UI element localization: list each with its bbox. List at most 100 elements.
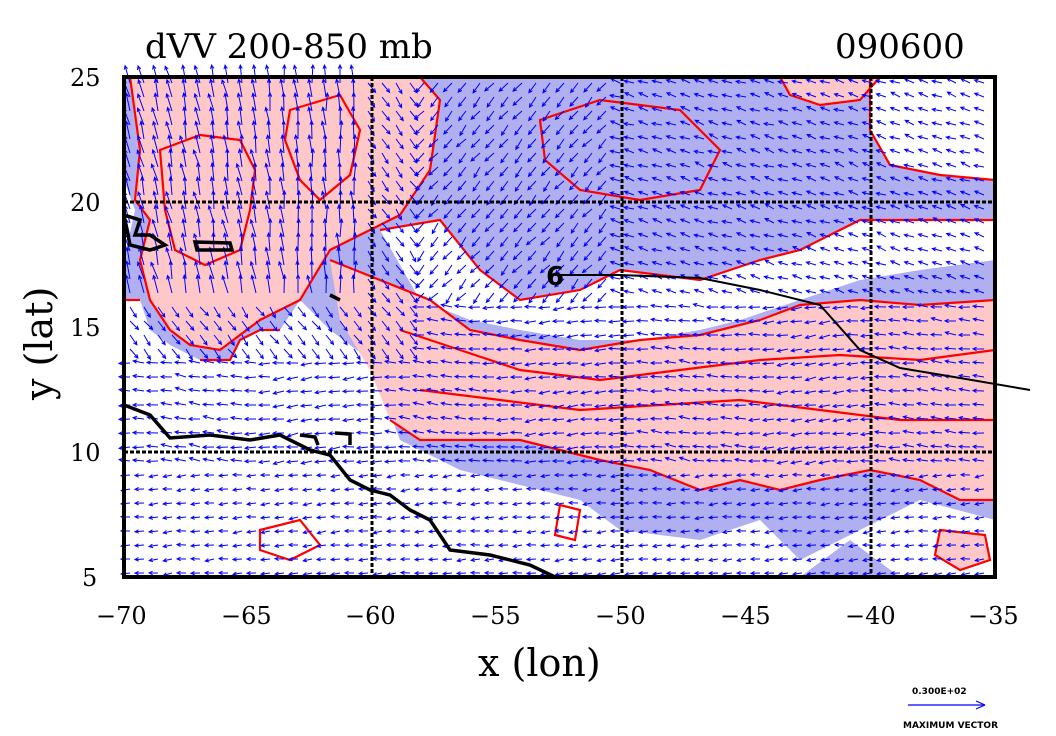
wind-vector [678,358,691,364]
wind-vector [495,360,509,366]
wind-vector [481,305,495,311]
wind-vector [551,417,565,422]
wind-vector [513,278,523,290]
wind-vector [958,387,971,392]
wind-vector [946,91,957,98]
wind-vector [341,444,355,449]
wind-vector [215,402,229,407]
wind-vector [481,430,495,436]
wind-vector [566,404,579,409]
wind-vector [776,446,789,452]
wind-vector [721,274,733,280]
wind-vector [555,82,565,93]
wind-vector [747,445,761,450]
wind-vector [749,246,761,252]
wind-vector [321,176,327,196]
wind-vector [470,516,481,521]
wind-vector [733,374,747,380]
wind-vector [663,304,677,309]
wind-vector [395,82,403,95]
wind-vector [750,502,761,507]
wind-vector [279,148,285,168]
wind-vector [847,78,859,84]
wind-vector [199,348,209,360]
wind-vector [791,162,803,168]
wind-vector [749,92,761,98]
wind-vector [960,516,971,521]
wind-vector [775,375,789,380]
wind-vector [791,134,803,140]
wind-vector [554,110,565,121]
wind-vector [165,190,173,210]
wind-vector [160,415,173,420]
wind-vector [707,487,719,493]
wind-vector [971,402,985,407]
wind-vector [148,474,159,479]
wind-vector [185,348,193,361]
wind-vector [930,415,943,420]
wind-vector [957,359,971,365]
wind-vector [889,501,901,506]
wind-vector [637,190,649,196]
wind-vector [357,528,369,534]
wind-vector [500,250,509,262]
wind-vector [259,487,271,492]
wind-vector [649,303,663,309]
wind-vector [579,402,593,408]
wind-vector [413,543,425,548]
wind-vector [733,318,747,323]
wind-vector [973,487,985,492]
wind-vector [735,106,747,112]
wind-vector [861,79,873,84]
wind-vector [790,261,803,267]
wind-vector [581,514,593,520]
wind-vector [456,208,467,219]
wind-vector [395,166,403,179]
wind-vector [847,261,859,266]
wind-vector [227,348,238,359]
wind-vector [580,362,593,367]
wind-vector [623,289,635,294]
wind-vector [147,570,159,576]
wind-vector [351,273,356,294]
wind-vector [509,416,523,421]
wind-vector [721,107,733,112]
wind-vector [833,135,845,140]
wind-vector [705,416,719,422]
wind-vector [733,457,747,463]
wind-vector [596,96,607,106]
time-label: 090600 [835,27,965,67]
wind-vector [269,334,280,345]
wind-vector [415,82,425,93]
wind-vector [945,135,957,140]
wind-vector [679,218,691,224]
wind-vector [551,458,564,464]
wind-vector [917,557,929,562]
wind-vector [153,92,159,112]
wind-vector [162,530,173,535]
wind-vector [903,191,915,196]
wind-vector [272,390,285,395]
wind-vector [211,189,216,210]
island-outline [329,293,341,302]
wind-vector [607,417,621,423]
wind-vector [523,444,537,450]
wind-vector [581,264,593,274]
wind-vector [777,120,789,126]
wind-vector [649,401,663,407]
wind-vector [175,528,187,534]
wind-vector [705,387,719,392]
wind-vector [776,79,789,85]
wind-vector [637,288,649,294]
wind-vector [381,82,391,94]
wind-vector [776,390,789,395]
wind-vector [791,121,803,126]
wind-vector [665,232,677,238]
wind-vector [381,278,390,290]
wind-vector [181,64,187,84]
wind-vector [749,556,761,562]
wind-vector [189,571,201,576]
wind-vector [596,82,607,92]
wind-vector [458,110,467,122]
wind-vector [887,388,901,393]
